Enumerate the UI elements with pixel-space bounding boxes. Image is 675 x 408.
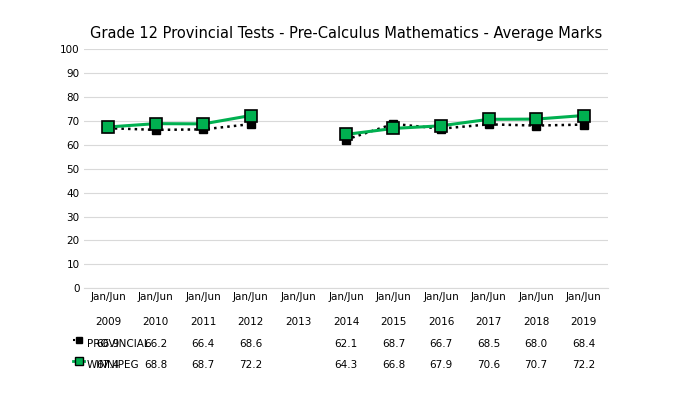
Text: Jan/Jun: Jan/Jun — [566, 292, 601, 302]
Text: 67.4: 67.4 — [97, 360, 119, 370]
Text: 2019: 2019 — [570, 317, 597, 327]
Text: 68.5: 68.5 — [477, 339, 500, 349]
Text: 72.2: 72.2 — [572, 360, 595, 370]
Text: 2014: 2014 — [333, 317, 359, 327]
Text: 66.9: 66.9 — [97, 339, 119, 349]
Text: 62.1: 62.1 — [334, 339, 358, 349]
Text: Jan/Jun: Jan/Jun — [186, 292, 221, 302]
Text: 68.7: 68.7 — [382, 339, 405, 349]
Text: Jan/Jun: Jan/Jun — [518, 292, 554, 302]
Text: Jan/Jun: Jan/Jun — [90, 292, 126, 302]
Text: Jan/Jun: Jan/Jun — [328, 292, 364, 302]
Text: 2011: 2011 — [190, 317, 217, 327]
Text: 66.4: 66.4 — [192, 339, 215, 349]
Text: 68.8: 68.8 — [144, 360, 167, 370]
Text: 2012: 2012 — [238, 317, 264, 327]
Text: 2016: 2016 — [428, 317, 454, 327]
Text: 2018: 2018 — [523, 317, 549, 327]
Text: 67.9: 67.9 — [429, 360, 453, 370]
Text: Jan/Jun: Jan/Jun — [138, 292, 173, 302]
Text: 2017: 2017 — [475, 317, 502, 327]
Text: Jan/Jun: Jan/Jun — [281, 292, 317, 302]
Text: 66.2: 66.2 — [144, 339, 167, 349]
Text: 64.3: 64.3 — [334, 360, 358, 370]
Text: 2009: 2009 — [95, 317, 122, 327]
Text: 68.6: 68.6 — [239, 339, 263, 349]
Text: 2015: 2015 — [380, 317, 406, 327]
Text: 2010: 2010 — [142, 317, 169, 327]
Text: 68.0: 68.0 — [524, 339, 547, 349]
Text: 2013: 2013 — [286, 317, 312, 327]
Text: 70.6: 70.6 — [477, 360, 500, 370]
Text: PROVINCIAL: PROVINCIAL — [87, 339, 149, 349]
Text: Jan/Jun: Jan/Jun — [375, 292, 411, 302]
Text: 66.7: 66.7 — [429, 339, 453, 349]
Title: Grade 12 Provincial Tests - Pre-Calculus Mathematics - Average Marks: Grade 12 Provincial Tests - Pre-Calculus… — [90, 26, 602, 41]
Text: Jan/Jun: Jan/Jun — [470, 292, 506, 302]
Text: 68.7: 68.7 — [192, 360, 215, 370]
Text: Jan/Jun: Jan/Jun — [423, 292, 459, 302]
Text: 72.2: 72.2 — [239, 360, 263, 370]
Text: 68.4: 68.4 — [572, 339, 595, 349]
Text: 70.7: 70.7 — [524, 360, 547, 370]
Text: 66.8: 66.8 — [382, 360, 405, 370]
Text: WINNIPEG: WINNIPEG — [87, 360, 139, 370]
Text: Jan/Jun: Jan/Jun — [233, 292, 269, 302]
